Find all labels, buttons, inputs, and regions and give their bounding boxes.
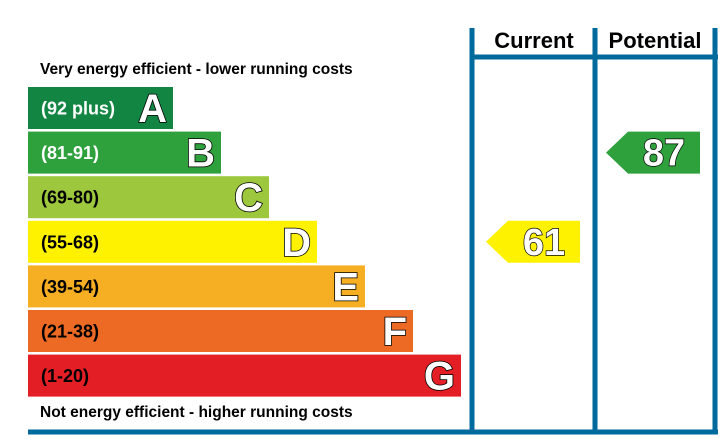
band-bar	[28, 131, 221, 174]
band-bar	[28, 220, 317, 263]
band-a: (92 plus) A	[28, 86, 173, 132]
band-letter: E	[332, 265, 359, 309]
band-letter: G	[424, 355, 455, 399]
band-range-label: (92 plus)	[41, 99, 115, 119]
potential-rating-arrow-value: 87	[643, 133, 685, 175]
band-range-label: (55-68)	[41, 232, 99, 252]
band-letter: C	[234, 176, 263, 220]
potential-column-header: Potential	[609, 28, 702, 53]
rating-bands: (92 plus) A(81-91) B(69-80) C(55-68) D(39-54…	[28, 86, 461, 399]
band-bar	[28, 87, 173, 129]
band-letter: F	[383, 310, 407, 354]
bottom-efficiency-note: Not energy efficient - higher running co…	[40, 404, 353, 421]
band-g: (1-20) G	[28, 354, 461, 399]
potential-rating-arrow: 87	[606, 131, 700, 175]
current-rating-arrow-shape	[486, 220, 580, 263]
potential-rating-arrow-shape	[606, 131, 700, 174]
band-d: (55-68) D	[28, 220, 317, 266]
current-rating-arrow: 61	[486, 220, 580, 264]
chart-frame	[28, 28, 718, 435]
band-bar	[28, 265, 365, 308]
band-range-label: (69-80)	[41, 188, 99, 208]
band-range-label: (39-54)	[41, 277, 99, 297]
band-bar	[28, 354, 461, 397]
band-range-label: (21-38)	[41, 322, 99, 342]
band-bar	[28, 310, 413, 352]
band-range-label: (1-20)	[41, 366, 89, 386]
current-rating-arrow-value: 61	[523, 222, 565, 264]
current-column-header: Current	[494, 28, 574, 53]
band-c: (69-80) C	[28, 175, 269, 221]
band-f: (21-38) F	[28, 309, 413, 355]
rating-arrows: 61 87	[486, 131, 700, 264]
band-letter: A	[138, 87, 167, 131]
band-letter: D	[282, 221, 311, 265]
band-letter: B	[186, 132, 215, 176]
top-efficiency-note: Very energy efficient - lower running co…	[40, 61, 353, 78]
band-bar	[28, 176, 269, 219]
band-b: (81-91) B	[28, 131, 221, 176]
band-range-label: (81-91)	[41, 143, 99, 163]
band-e: (39-54) E	[28, 265, 365, 310]
